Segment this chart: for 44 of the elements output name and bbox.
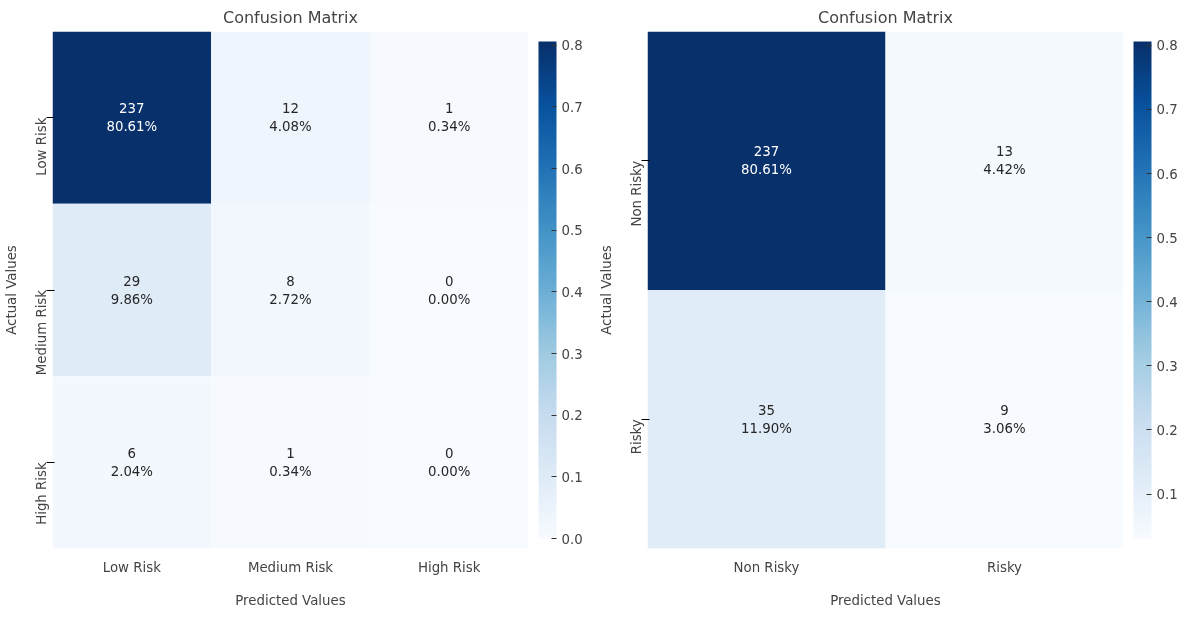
color-bar-label: 0.3	[561, 346, 583, 362]
x-tick-label: Non Risky	[733, 559, 800, 575]
chart-title: Confusion Matrix	[222, 7, 359, 27]
data-label: 29 9.86%	[110, 273, 154, 307]
x-tick-label: Low Risk	[102, 559, 162, 575]
data-label: 0 0.00%	[428, 445, 471, 479]
x-tick-label: Medium Risk	[247, 559, 334, 575]
color-bar-label: 0.2	[561, 408, 583, 424]
color-bar-label: 0.1	[1156, 487, 1178, 503]
color-bar-label: 0.0	[561, 531, 583, 547]
x-axis-title: Predicted Values	[235, 592, 346, 608]
color-bar-label: 0.7	[1156, 102, 1178, 118]
data-label: 9 3.06%	[983, 402, 1026, 436]
data-label: 35 11.90%	[741, 402, 792, 436]
color-bar-label: 0.5	[561, 223, 583, 239]
y-tick-label: High Risk	[34, 462, 49, 525]
color-bar-label: 0.6	[561, 161, 583, 177]
data-label: 237 80.61%	[741, 144, 792, 178]
data-label: 12 4.08%	[269, 101, 312, 135]
color-bar-label: 0.2	[1156, 422, 1178, 438]
color-bar-label: 0.4	[1156, 294, 1178, 310]
data-label: 0 0.00%	[428, 273, 471, 307]
data-label: 1 0.34%	[269, 445, 312, 479]
color-bar-label: 0.6	[1156, 166, 1178, 182]
data-label: 6 2.04%	[110, 445, 154, 479]
color-bar-label: 0.3	[1156, 358, 1178, 374]
data-label: 8 2.72%	[269, 273, 312, 307]
y-axis-title: Actual Values	[598, 245, 614, 335]
data-label: 237 80.61%	[106, 101, 158, 135]
data-label: 13 4.42%	[983, 144, 1026, 178]
x-tick-label: Risky	[986, 559, 1023, 575]
color-bar-label: 0.8	[561, 38, 583, 54]
color-bar-label: 0.8	[1156, 38, 1178, 54]
color-bar-label: 0.1	[561, 469, 583, 485]
x-axis-title: Predicted Values	[830, 592, 941, 608]
y-tick-label: Medium Risk	[34, 289, 49, 376]
chart-title: Confusion Matrix	[817, 7, 954, 27]
y-tick-label: Low Risk	[34, 117, 49, 176]
color-bar-label: 0.5	[1156, 230, 1178, 246]
x-tick-label: High Risk	[417, 559, 481, 575]
data-label: 1 0.34%	[428, 101, 471, 135]
color-bar-label: 0.7	[561, 99, 583, 115]
y-axis-title: Actual Values	[3, 245, 19, 335]
color-bar-label: 0.4	[561, 284, 583, 300]
